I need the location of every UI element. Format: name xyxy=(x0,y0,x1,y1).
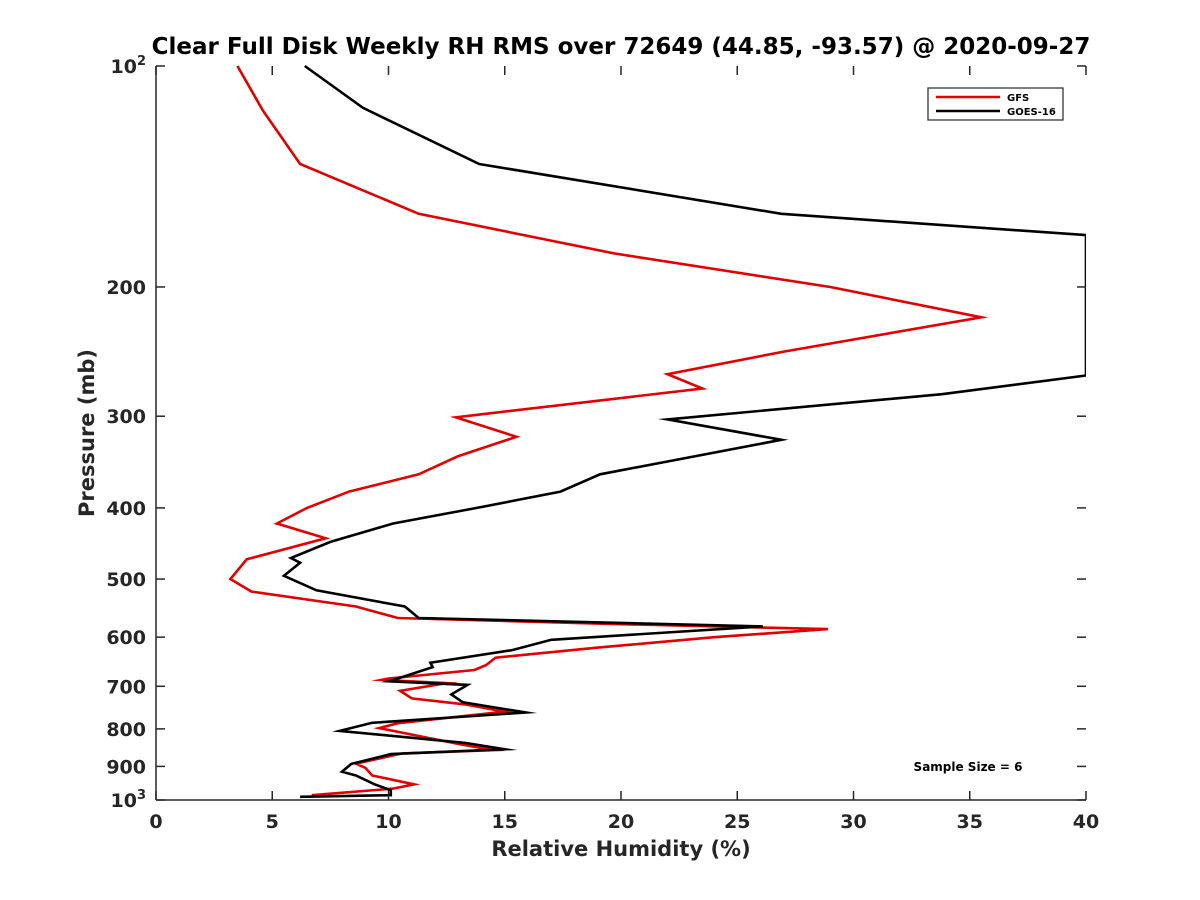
y-axis-label: Pressure (mb) xyxy=(75,349,99,517)
x-tick-label: 10 xyxy=(375,811,401,833)
legend-box xyxy=(927,87,1064,121)
x-tick-label: 15 xyxy=(492,811,518,833)
x-axis-label: Relative Humidity (%) xyxy=(491,837,750,861)
y-tick-label: 103 xyxy=(111,788,147,812)
legend: GFS GOES-16 xyxy=(927,87,1064,121)
y-tick-label: 500 xyxy=(106,569,146,591)
legend-label-gfs: GFS xyxy=(1007,93,1029,104)
x-axis-ticks: 0 5 10 15 20 25 30 35 40 xyxy=(149,66,1099,833)
series-line-goes16 xyxy=(281,64,1086,799)
y-tick-label: 400 xyxy=(106,498,146,520)
plot-background xyxy=(156,66,1086,800)
y-tick-label: 600 xyxy=(106,627,146,649)
x-tick-label: 30 xyxy=(840,811,866,833)
y-axis-ticks: 102 200 300 400 500 600 700 800 900 103 xyxy=(106,54,1086,812)
y-tick-label: 800 xyxy=(106,719,146,741)
x-tick-label: 5 xyxy=(266,811,279,833)
y-tick-label: 300 xyxy=(106,406,146,428)
y-tick-label: 900 xyxy=(106,756,146,778)
x-tick-label: 20 xyxy=(608,811,634,833)
x-tick-label: 35 xyxy=(957,811,983,833)
y-tick-label: 102 xyxy=(111,54,147,78)
sample-size-annotation: Sample Size = 6 xyxy=(914,760,1023,774)
x-tick-label: 25 xyxy=(724,811,750,833)
x-tick-label: 40 xyxy=(1073,811,1099,833)
series-layer xyxy=(228,64,1086,799)
chart-title: Clear Full Disk Weekly RH RMS over 72649… xyxy=(152,34,1091,60)
plot-area xyxy=(156,66,1086,800)
y-tick-label: 700 xyxy=(106,676,146,698)
x-tick-label: 0 xyxy=(149,811,162,833)
y-tick-label: 200 xyxy=(106,277,146,299)
legend-label-goes16: GOES-16 xyxy=(1007,107,1056,118)
